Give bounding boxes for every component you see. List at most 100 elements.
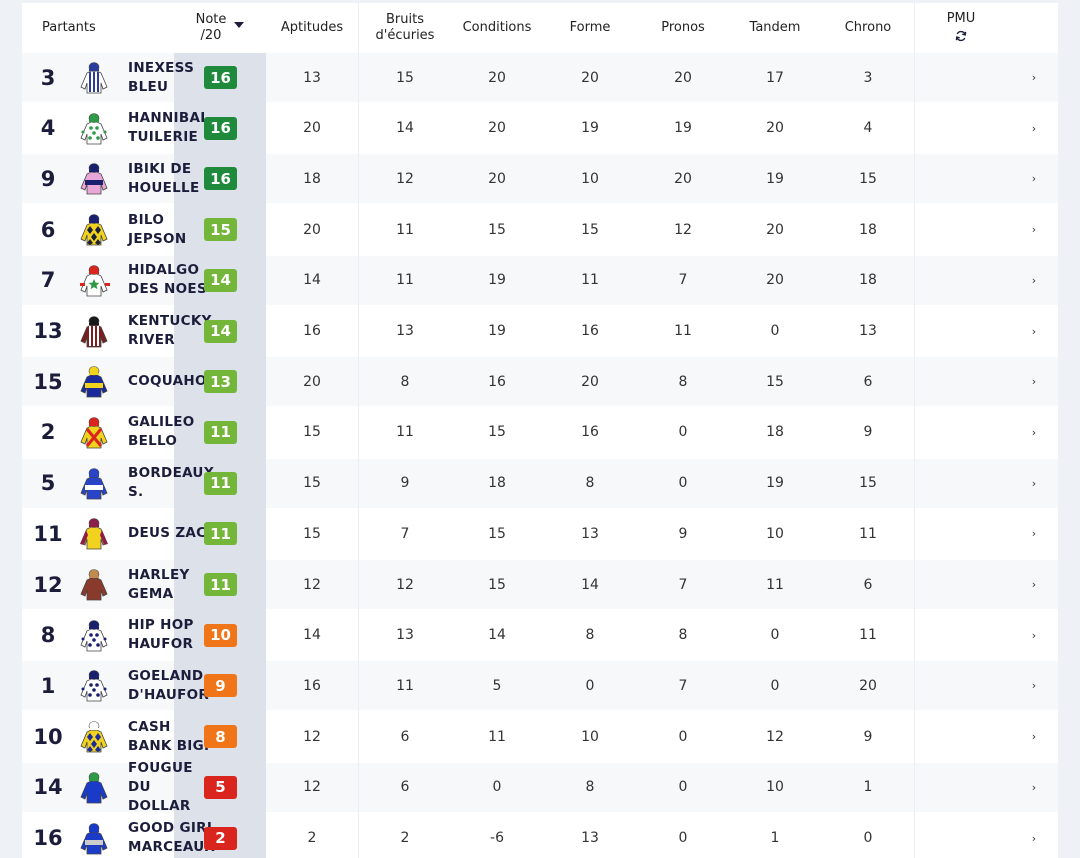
conditions-value: 0 — [492, 779, 502, 796]
chevron-right-icon[interactable]: › — [1031, 425, 1037, 439]
horse-name[interactable]: BILO JEPSON — [128, 211, 187, 247]
chevron-right-icon[interactable]: › — [1031, 527, 1037, 541]
bruits-value: 12 — [396, 170, 414, 187]
forme-value: 14 — [581, 576, 599, 593]
bruits-value: 9 — [400, 475, 410, 492]
pronos-value: 7 — [678, 576, 688, 593]
horse-name[interactable]: GALILEO BELLO — [128, 414, 195, 450]
header-pronos[interactable]: Pronos — [661, 20, 705, 35]
horse-name[interactable]: HANNIBAL TUILERIE — [128, 110, 210, 146]
horse-name[interactable]: FOUGUE DU DOLLAR — [128, 759, 193, 814]
table-row[interactable]: 1 GOELAND D'HAUFOR 9 16 11 5 0 7 0 20 › — [22, 661, 1058, 711]
chrono-value: 15 — [859, 170, 877, 187]
horse-number: 5 — [40, 471, 56, 496]
chevron-right-icon[interactable]: › — [1031, 831, 1037, 845]
tandem-value: 12 — [766, 728, 784, 745]
chrono-value: 0 — [863, 830, 873, 846]
note-badge: 11 — [204, 420, 237, 444]
row-background — [266, 458, 1058, 508]
chevron-right-icon[interactable]: › — [1031, 273, 1037, 287]
chevron-right-icon[interactable]: › — [1031, 780, 1037, 794]
table-row[interactable]: 14 FOUGUE DU DOLLAR 5 12 6 0 8 0 10 1 › — [22, 759, 1058, 814]
header-tandem[interactable]: Tandem — [749, 20, 801, 35]
horse-name[interactable]: HARLEY GEMA — [128, 566, 190, 602]
table-row[interactable]: 11 DEUS ZACK 11 15 7 15 13 9 10 11 › — [22, 509, 1058, 558]
chevron-right-icon[interactable]: › — [1031, 730, 1037, 744]
chevron-right-icon[interactable]: › — [1031, 324, 1037, 338]
table-row[interactable]: 10 CASH BANK BIGI 8 12 6 11 10 0 12 9 › — [22, 712, 1058, 761]
column-divider — [914, 3, 915, 858]
chevron-right-icon[interactable]: › — [1031, 375, 1037, 389]
row-background — [266, 661, 1058, 711]
note-badge: 11 — [204, 471, 237, 495]
horse-name[interactable]: GOOD GIRL MARCEAUX — [128, 820, 216, 855]
chevron-right-icon[interactable]: › — [1031, 121, 1037, 135]
note-badge: 15 — [204, 218, 237, 242]
conditions-value: 15 — [488, 424, 506, 441]
table-row[interactable]: 15 COQUAHO 13 20 8 16 20 8 15 6 › — [22, 357, 1058, 407]
conditions-value: 15 — [488, 525, 506, 542]
table-row[interactable]: 13 KENTUCKY RIVER 14 16 13 19 16 11 0 13 › — [22, 307, 1058, 356]
jockey-silk-icon — [80, 822, 108, 854]
horse-name[interactable]: IBIKI DE HOUELLE — [128, 160, 200, 196]
horse-name[interactable]: GOELAND D'HAUFOR — [128, 667, 210, 703]
note-badge: 2 — [204, 826, 237, 850]
conditions-value: 16 — [488, 373, 506, 390]
header-pmu[interactable]: PMU — [915, 3, 1007, 53]
table-row[interactable]: 3 INEXESS BLEU 16 13 15 20 20 20 17 3 › — [22, 53, 1058, 102]
table-row[interactable]: 6 BILO JEPSON 15 20 11 15 15 12 20 18 › — [22, 205, 1058, 254]
header-conditions[interactable]: Conditions — [462, 20, 532, 35]
header-note-sort[interactable]: Note /20 — [174, 3, 266, 53]
tandem-value: 19 — [766, 170, 784, 187]
header-partants[interactable]: Partants — [42, 20, 96, 35]
jockey-silk-icon — [80, 417, 108, 449]
chevron-right-icon[interactable]: › — [1031, 679, 1037, 693]
horse-name[interactable]: INEXESS BLEU — [128, 59, 195, 95]
header-chrono[interactable]: Chrono — [844, 20, 892, 35]
horse-name[interactable]: KENTUCKY RIVER — [128, 313, 212, 348]
horse-name[interactable]: HIP HOP HAUFOR — [128, 617, 194, 653]
jockey-silk-icon — [80, 366, 108, 398]
pronos-value: 20 — [674, 69, 692, 86]
chrono-value: 13 — [859, 323, 877, 339]
header-forme[interactable]: Forme — [569, 20, 611, 35]
chevron-right-icon[interactable]: › — [1031, 476, 1037, 490]
table-row[interactable]: 8 HIP HOP HAUFOR 10 14 13 14 8 8 0 11 › — [22, 611, 1058, 660]
horse-name[interactable]: COQUAHO — [128, 373, 207, 390]
header-note-line2: /20 — [200, 28, 222, 43]
horse-number: 13 — [33, 319, 63, 343]
table-row[interactable]: 4 HANNIBAL TUILERIE 16 20 14 20 19 19 20 4 › — [22, 104, 1058, 153]
chrono-value: 11 — [859, 525, 877, 542]
forme-value: 8 — [585, 779, 595, 796]
chevron-right-icon[interactable]: › — [1031, 71, 1037, 84]
conditions-value: 20 — [488, 120, 506, 137]
table-row[interactable]: 2 GALILEO BELLO 11 15 11 15 16 0 18 9 › — [22, 408, 1058, 457]
tandem-value: 10 — [766, 779, 784, 796]
chrono-value: 15 — [859, 475, 877, 492]
table-row[interactable]: 12 HARLEY GEMA 11 12 12 15 14 7 11 6 › — [22, 560, 1058, 609]
refresh-icon[interactable] — [955, 30, 967, 42]
chevron-right-icon[interactable]: › — [1031, 628, 1037, 642]
chevron-right-icon[interactable]: › — [1031, 578, 1037, 591]
header-aptitudes[interactable]: Aptitudes — [280, 20, 344, 35]
horse-name[interactable]: HIDALGO DES NOES — [128, 262, 207, 298]
horse-name[interactable]: DEUS ZACK — [128, 525, 218, 542]
table-row[interactable]: 5 BORDEAUX S. 11 15 9 18 8 0 19 15 › — [22, 458, 1058, 508]
chevron-right-icon[interactable]: › — [1031, 223, 1037, 237]
header-bruits[interactable]: Bruits d'écuries — [375, 12, 435, 43]
horse-number: 7 — [40, 268, 56, 293]
pronos-value: 9 — [678, 525, 688, 542]
horse-name[interactable]: BORDEAUX S. — [128, 465, 215, 501]
conditions-value: 19 — [488, 272, 506, 289]
table-row[interactable]: 16 GOOD GIRL MARCEAUX 2 2 2 -6 13 0 1 0 › — [22, 814, 1058, 858]
jockey-silk-icon — [80, 315, 108, 347]
bruits-value: 8 — [400, 373, 410, 390]
row-background — [266, 560, 1058, 609]
forme-value: 19 — [581, 120, 599, 137]
horse-number: 8 — [40, 623, 56, 648]
horse-name[interactable]: CASH BANK BIGI — [128, 718, 210, 754]
table-row[interactable]: 7 HIDALGO DES NOES 14 14 11 19 11 7 20 18 › — [22, 255, 1058, 305]
chevron-right-icon[interactable]: › — [1031, 172, 1037, 186]
note-badge: 14 — [204, 268, 237, 292]
table-row[interactable]: 9 IBIKI DE HOUELLE 16 18 12 20 10 20 19 15 › — [22, 154, 1058, 204]
